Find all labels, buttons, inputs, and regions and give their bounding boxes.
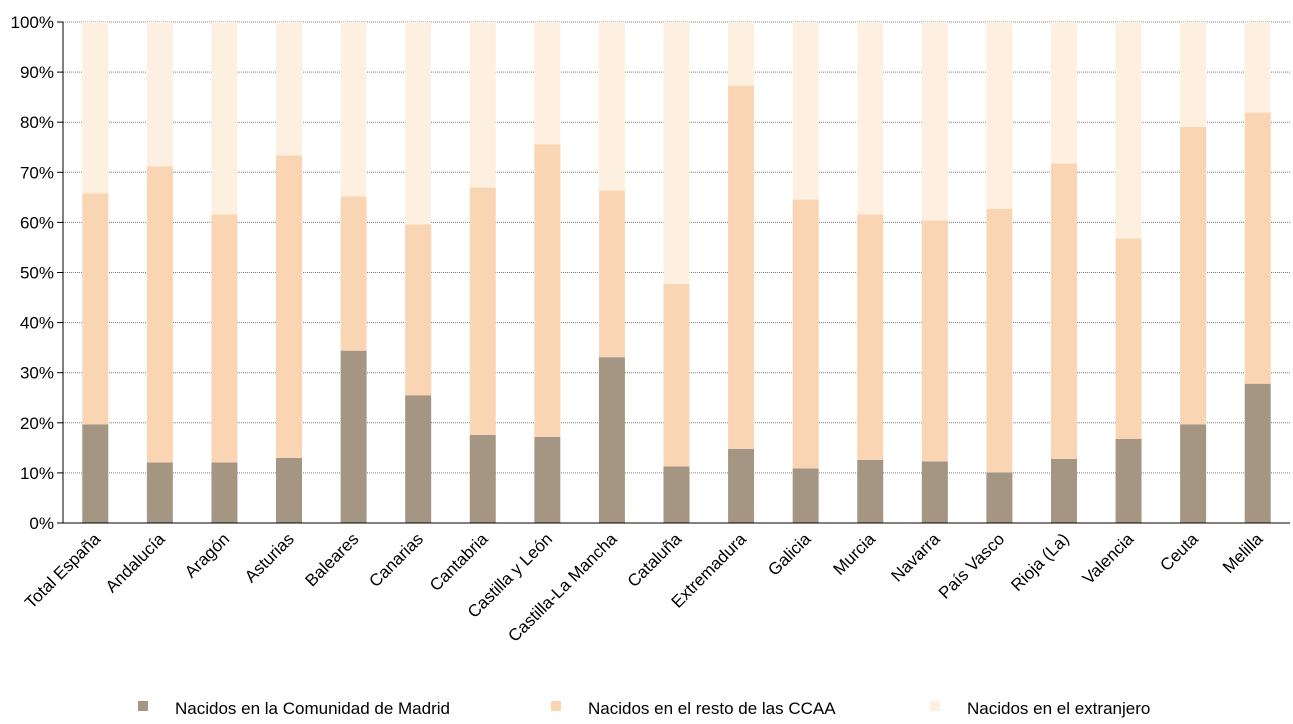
bar-segment-2	[857, 214, 884, 460]
x-tick-label: Total España	[21, 529, 104, 612]
bar-segment-2	[1180, 126, 1207, 425]
bar-segment-3	[340, 22, 367, 197]
legend-swatch	[138, 701, 148, 711]
y-tick-label: 100%	[11, 13, 54, 32]
bar-segment-2	[82, 193, 109, 425]
bar-segment-1	[534, 436, 561, 523]
bar-segment-2	[469, 187, 496, 435]
bar-segment-2	[405, 224, 432, 396]
bar-segment-1	[82, 424, 109, 523]
x-tick-label: Andalucía	[102, 529, 169, 596]
bar-segment-2	[1244, 112, 1271, 384]
bar-segment-3	[1180, 22, 1207, 127]
bar-segment-1	[405, 395, 432, 523]
bar-segment-1	[1115, 438, 1142, 523]
y-tick-label: 90%	[20, 63, 54, 82]
x-tick-label: Valencia	[1079, 529, 1138, 588]
x-tick-label: Navarra	[887, 529, 944, 586]
bar-segment-3	[728, 22, 755, 86]
x-tick-label: Cantabria	[426, 529, 492, 595]
x-tick-label: Baleares	[302, 529, 363, 590]
bar-segment-3	[146, 22, 173, 167]
y-tick-label: 20%	[20, 414, 54, 433]
bar-segment-1	[1244, 383, 1271, 523]
y-tick-label: 70%	[20, 163, 54, 182]
bar-segment-2	[276, 155, 303, 458]
x-tick-label: Rioja (La)	[1007, 529, 1073, 595]
bar-segment-3	[469, 22, 496, 188]
bar-segment-1	[146, 462, 173, 523]
bar-segment-2	[986, 208, 1013, 473]
y-tick-label: 80%	[20, 113, 54, 132]
bar-segment-3	[921, 22, 948, 221]
legend-swatch	[930, 701, 940, 711]
bar-segment-2	[598, 190, 625, 358]
bar-segment-3	[1244, 22, 1271, 113]
x-tick-label: País Vasco	[935, 529, 1008, 602]
bar-segment-1	[598, 357, 625, 523]
x-tick-label: Cataluña	[624, 529, 686, 591]
x-tick-label: Murcia	[830, 529, 880, 579]
bar-segment-1	[340, 350, 367, 523]
bar-segment-3	[211, 22, 238, 215]
x-tick-label: Castilla-La Mancha	[504, 529, 621, 646]
bar-segment-1	[663, 466, 690, 523]
bar-segment-1	[469, 434, 496, 523]
bar-segment-3	[663, 22, 690, 285]
y-tick-label: 0%	[29, 514, 54, 533]
bar-segment-2	[921, 220, 948, 462]
bar-segment-2	[1115, 238, 1142, 439]
x-tick-label: Aragón	[181, 529, 233, 581]
legend-label: Nacidos en el resto de las CCAA	[588, 699, 836, 718]
y-tick-label: 60%	[20, 213, 54, 232]
legend-label: Nacidos en el extranjero	[967, 699, 1150, 718]
bar-segment-3	[792, 22, 819, 200]
bar-segment-2	[1050, 163, 1077, 459]
y-tick-label: 50%	[20, 264, 54, 283]
bar-segment-1	[1050, 458, 1077, 523]
bar-segment-2	[728, 85, 755, 449]
bar-segment-2	[211, 214, 238, 463]
legend-label: Nacidos en la Comunidad de Madrid	[175, 699, 450, 718]
bar-segment-3	[1115, 22, 1142, 239]
bar-segment-1	[211, 462, 238, 523]
bar-segment-3	[405, 22, 432, 225]
bar-segment-1	[986, 472, 1013, 523]
bar-segment-1	[1180, 424, 1207, 523]
grid-lines	[63, 21, 1290, 474]
axes	[57, 21, 1290, 524]
x-tick-label: Asturias	[241, 529, 298, 586]
legend-swatch	[551, 701, 561, 711]
bar-segment-1	[921, 461, 948, 523]
bar-segment-1	[857, 459, 884, 523]
x-tick-label: Galicia	[764, 529, 815, 580]
bar-segment-2	[146, 166, 173, 463]
bar-segment-1	[276, 457, 303, 523]
bar-segment-3	[598, 22, 625, 191]
bar-segment-3	[82, 22, 109, 194]
bar-segment-3	[534, 22, 561, 145]
bar-segment-2	[663, 284, 690, 467]
bar-segment-1	[728, 448, 755, 523]
bar-segment-2	[792, 199, 819, 469]
bars	[82, 22, 1271, 523]
y-tick-label: 40%	[20, 314, 54, 333]
y-tick-label: 30%	[20, 364, 54, 383]
bar-segment-3	[276, 22, 303, 156]
x-tick-label: Ceuta	[1156, 529, 1202, 575]
bar-segment-3	[1050, 22, 1077, 164]
legend: Nacidos en la Comunidad de Madrid Nacidos…	[138, 699, 1150, 718]
bar-segment-3	[986, 22, 1013, 209]
x-tick-label: Canarias	[365, 529, 427, 591]
x-tick-label: Melilla	[1219, 529, 1267, 577]
y-tick-labels: 0% 10% 20% 30% 40% 50% 60% 70% 80% 90% 100%	[11, 13, 54, 533]
y-tick-label: 10%	[20, 464, 54, 483]
bar-segment-2	[534, 144, 561, 437]
bar-segment-1	[792, 468, 819, 523]
bar-segment-2	[340, 196, 367, 351]
bar-segment-3	[857, 22, 884, 215]
